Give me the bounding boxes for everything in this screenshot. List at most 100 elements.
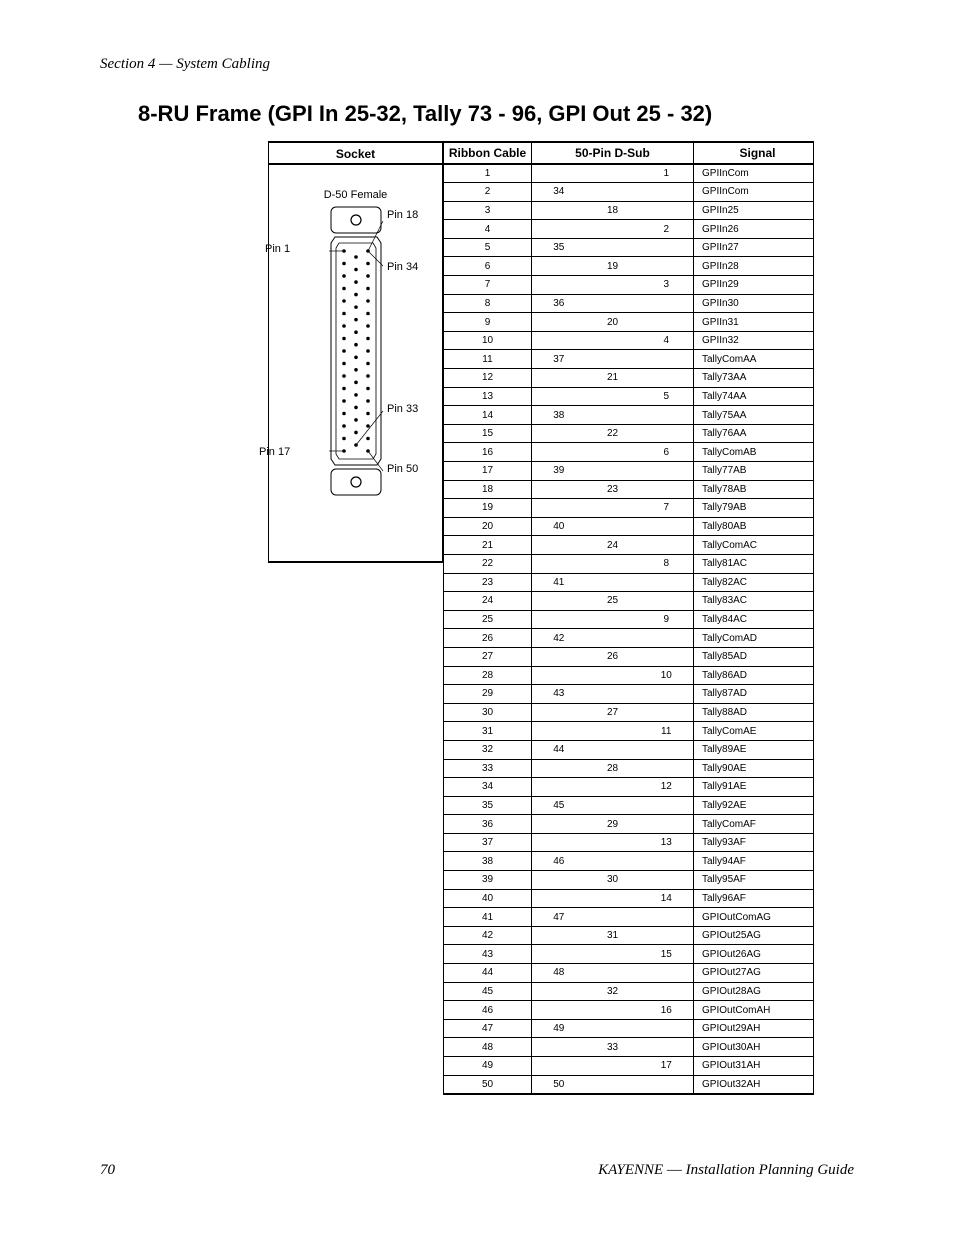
signal-cell: Tally81AC bbox=[694, 554, 814, 573]
ribbon-cell: 8 bbox=[444, 294, 532, 313]
dsub-cell: 8 bbox=[640, 554, 694, 573]
dsub-cell bbox=[532, 610, 586, 629]
dsub-cell bbox=[586, 573, 640, 592]
ribbon-cell: 22 bbox=[444, 554, 532, 573]
dsub-cell bbox=[532, 387, 586, 406]
table-row: 2124TallyComAC bbox=[444, 536, 814, 555]
signal-cell: TallyComAF bbox=[694, 815, 814, 834]
dsub-cell bbox=[640, 796, 694, 815]
table-row: 3930Tally95AF bbox=[444, 871, 814, 890]
table-row: 535GPIIn27 bbox=[444, 238, 814, 257]
signal-cell: Tally85AD bbox=[694, 647, 814, 666]
dsub-cell bbox=[640, 424, 694, 443]
ribbon-cell: 35 bbox=[444, 796, 532, 815]
dsub-cell bbox=[532, 554, 586, 573]
dsub-cell bbox=[532, 499, 586, 518]
table-row: 1522Tally76AA bbox=[444, 424, 814, 443]
table-row: 3846Tally94AF bbox=[444, 852, 814, 871]
section-header: Section 4 — System Cabling bbox=[100, 56, 854, 73]
ribbon-cell: 37 bbox=[444, 833, 532, 852]
signal-cell: Tally88AD bbox=[694, 703, 814, 722]
dsub-cell bbox=[586, 443, 640, 462]
dsub-cell bbox=[640, 740, 694, 759]
table-row: 3244Tally89AE bbox=[444, 740, 814, 759]
dsub-cell: 49 bbox=[532, 1019, 586, 1038]
d50-connector-icon bbox=[321, 201, 391, 501]
ribbon-cell: 16 bbox=[444, 443, 532, 462]
dsub-cell: 25 bbox=[586, 592, 640, 611]
table-row: 2341Tally82AC bbox=[444, 573, 814, 592]
table-row: 619GPIIn28 bbox=[444, 257, 814, 276]
dsub-cell: 13 bbox=[640, 833, 694, 852]
dsub-cell: 32 bbox=[586, 982, 640, 1001]
dsub-cell bbox=[586, 740, 640, 759]
dsub-cell: 24 bbox=[586, 536, 640, 555]
dsub-cell: 12 bbox=[640, 778, 694, 797]
table-row: 2040Tally80AB bbox=[444, 517, 814, 536]
ribbon-cell: 47 bbox=[444, 1019, 532, 1038]
book-title: KAYENNE — Installation Planning Guide bbox=[598, 1162, 854, 1179]
dsub-cell: 34 bbox=[532, 183, 586, 202]
dsub-cell bbox=[532, 703, 586, 722]
dsub-cell bbox=[532, 536, 586, 555]
ribbon-cell: 46 bbox=[444, 1001, 532, 1020]
signal-cell: Tally84AC bbox=[694, 610, 814, 629]
signal-cell: GPIOut25AG bbox=[694, 926, 814, 945]
signal-cell: GPIOutComAH bbox=[694, 1001, 814, 1020]
dsub-cell bbox=[586, 294, 640, 313]
dsub-cell: 23 bbox=[586, 480, 640, 499]
dsub-cell: 16 bbox=[640, 1001, 694, 1020]
table-row: 1823Tally78AB bbox=[444, 480, 814, 499]
ribbon-cell: 23 bbox=[444, 573, 532, 592]
ribbon-cell: 49 bbox=[444, 1057, 532, 1076]
dsub-cell bbox=[586, 964, 640, 983]
table-row: 2943Tally87AD bbox=[444, 685, 814, 704]
ribbon-cell: 18 bbox=[444, 480, 532, 499]
dsub-cell: 35 bbox=[532, 238, 586, 257]
dsub-cell: 48 bbox=[532, 964, 586, 983]
dsub-cell bbox=[586, 1075, 640, 1094]
socket-column: Socket D-50 Female Pin 1 bbox=[268, 141, 443, 563]
ribbon-cell: 34 bbox=[444, 778, 532, 797]
pin-50-label: Pin 50 bbox=[387, 463, 418, 475]
dsub-cell bbox=[532, 926, 586, 945]
dsub-cell bbox=[586, 331, 640, 350]
signal-cell: GPIOut28AG bbox=[694, 982, 814, 1001]
page-number: 70 bbox=[100, 1162, 115, 1179]
dsub-cell: 37 bbox=[532, 350, 586, 369]
table-row: 2810Tally86AD bbox=[444, 666, 814, 685]
dsub-cell bbox=[640, 982, 694, 1001]
dsub-cell bbox=[532, 220, 586, 239]
dsub-cell: 46 bbox=[532, 852, 586, 871]
table-row: 4231GPIOut25AG bbox=[444, 926, 814, 945]
ribbon-cell: 27 bbox=[444, 647, 532, 666]
dsub-cell bbox=[532, 647, 586, 666]
ribbon-cell: 32 bbox=[444, 740, 532, 759]
ribbon-cell: 36 bbox=[444, 815, 532, 834]
table-row: 4833GPIOut30AH bbox=[444, 1038, 814, 1057]
table-row: 3545Tally92AE bbox=[444, 796, 814, 815]
book-name: KAYENNE bbox=[598, 1162, 663, 1178]
signal-cell: Tally73AA bbox=[694, 369, 814, 388]
ribbon-cell: 39 bbox=[444, 871, 532, 890]
dsub-cell bbox=[640, 183, 694, 202]
table-row: 1438Tally75AA bbox=[444, 406, 814, 425]
dsub-cell: 3 bbox=[640, 276, 694, 295]
dsub-cell bbox=[586, 499, 640, 518]
table-row: 4749GPIOut29AH bbox=[444, 1019, 814, 1038]
dsub-cell: 42 bbox=[532, 629, 586, 648]
dsub-cell bbox=[532, 1001, 586, 1020]
signal-cell: TallyComAB bbox=[694, 443, 814, 462]
signal-cell: Tally79AB bbox=[694, 499, 814, 518]
ribbon-cell: 30 bbox=[444, 703, 532, 722]
dsub-cell bbox=[532, 201, 586, 220]
footer-sep: — bbox=[663, 1162, 686, 1178]
content-area: Socket D-50 Female Pin 1 bbox=[268, 141, 854, 1095]
th-ribbon: Ribbon Cable bbox=[444, 142, 532, 164]
ribbon-cell: 33 bbox=[444, 759, 532, 778]
th-signal: Signal bbox=[694, 142, 814, 164]
dsub-cell bbox=[640, 964, 694, 983]
dsub-cell bbox=[532, 815, 586, 834]
ribbon-cell: 1 bbox=[444, 164, 532, 183]
signal-cell: GPIOutComAG bbox=[694, 908, 814, 927]
